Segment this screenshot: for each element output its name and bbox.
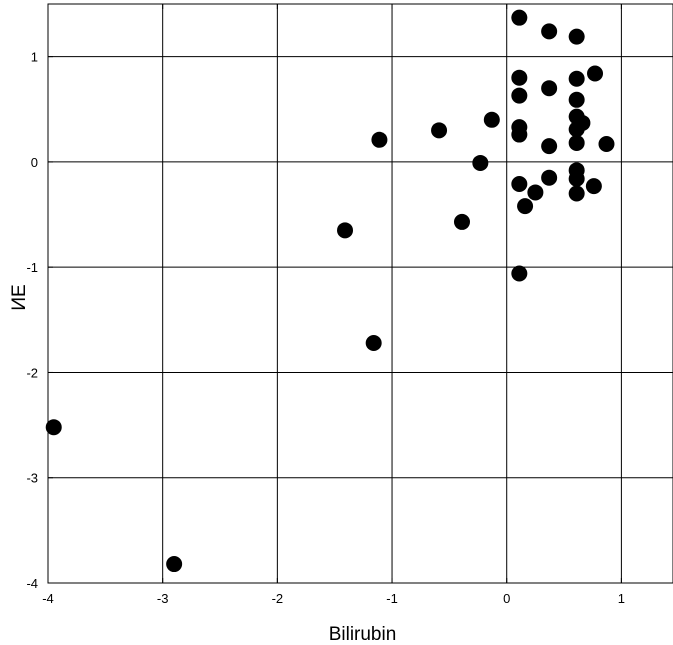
data-point-7 — [472, 154, 489, 171]
x-tick-label: -4 — [42, 591, 54, 606]
data-point-27 — [568, 134, 585, 151]
y-tick-label: -3 — [26, 471, 38, 486]
y-tick-label: 0 — [31, 155, 38, 170]
data-point-23 — [568, 70, 585, 87]
data-point-9 — [511, 9, 528, 26]
data-point-30 — [568, 185, 585, 202]
x-tick-label: -1 — [386, 591, 398, 606]
data-point-11 — [511, 87, 528, 104]
data-point-29 — [568, 170, 585, 187]
data-point-8 — [483, 111, 500, 128]
data-point-32 — [585, 178, 602, 195]
tick-marks — [47, 4, 622, 584]
y-tick-label: 1 — [31, 50, 38, 65]
y-axis-title: ИE — [9, 284, 30, 310]
data-point-19 — [541, 80, 558, 97]
x-tick-label: -3 — [157, 591, 169, 606]
data-point-18 — [541, 23, 558, 40]
data-point-21 — [541, 169, 558, 186]
data-point-1 — [166, 556, 183, 573]
data-points — [45, 9, 615, 573]
data-point-31 — [574, 114, 591, 131]
data-point-4 — [371, 131, 388, 148]
plot-area-frame — [47, 3, 673, 584]
x-tick-label: -2 — [272, 591, 284, 606]
data-point-17 — [527, 184, 544, 201]
data-point-10 — [511, 69, 528, 86]
data-point-20 — [541, 138, 558, 155]
data-point-16 — [517, 198, 534, 215]
data-point-2 — [337, 222, 354, 239]
y-tick-label: -4 — [26, 576, 38, 591]
data-point-24 — [568, 91, 585, 108]
data-point-15 — [511, 265, 528, 282]
data-point-6 — [453, 213, 470, 230]
x-tick-label: 0 — [503, 591, 510, 606]
data-point-13 — [511, 126, 528, 143]
tick-labels: -4 -3 -2 -1 0 1 -4 -3 -2 -1 0 1 — [26, 50, 625, 606]
x-tick-label: 1 — [618, 591, 625, 606]
x-axis-title: Bilirubin — [329, 624, 397, 645]
data-point-5 — [431, 122, 448, 139]
data-point-3 — [365, 334, 382, 351]
data-point-14 — [511, 176, 528, 193]
y-tick-label: -1 — [26, 260, 38, 275]
data-point-22 — [568, 28, 585, 45]
y-tick-label: -2 — [26, 365, 38, 380]
data-point-0 — [45, 419, 62, 436]
grid-lines — [47, 4, 673, 584]
data-point-34 — [598, 136, 615, 153]
data-point-33 — [587, 65, 604, 82]
